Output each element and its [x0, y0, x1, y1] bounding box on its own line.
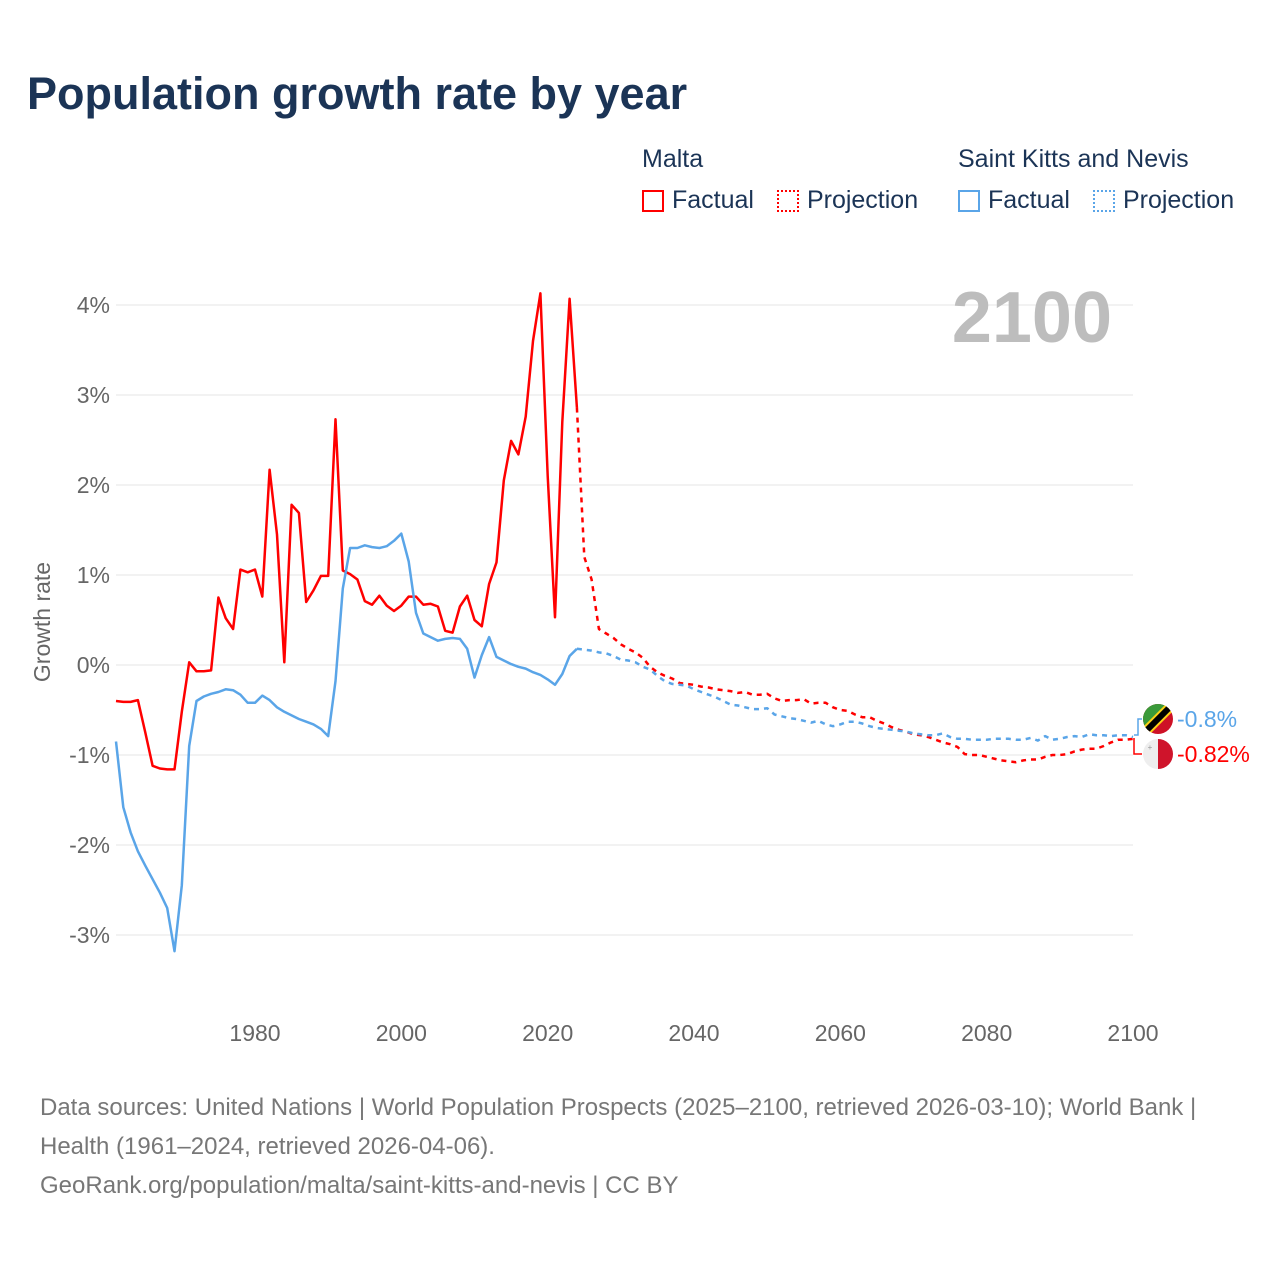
malta-flag-icon: +: [1143, 739, 1173, 769]
chart-title: Population growth rate by year: [27, 68, 688, 119]
solid-swatch-icon: [958, 189, 980, 212]
y-tick-label: 3%: [77, 382, 110, 408]
skn-end-label: -0.8%: [1177, 706, 1237, 732]
legend-skn-projection[interactable]: Projection: [1092, 186, 1235, 215]
legend-skn-factual[interactable]: Factual: [958, 186, 1070, 215]
x-tick-label: 2100: [1107, 1020, 1158, 1046]
x-tick-label: 2000: [376, 1020, 427, 1046]
y-tick-label: 4%: [77, 292, 110, 318]
legend-label: Projection: [806, 186, 919, 214]
x-tick-label: 1980: [229, 1020, 280, 1046]
solid-swatch-icon: [642, 189, 664, 212]
y-tick-label: 2%: [77, 472, 110, 498]
year-watermark: 2100: [952, 278, 1112, 358]
legend-malta: Malta Factual Projection: [642, 145, 934, 219]
malta-end-label: -0.82%: [1177, 741, 1250, 767]
legend-skn: Saint Kitts and Nevis Factual Projection: [958, 145, 1250, 219]
credit-link[interactable]: GeoRank.org/population/malta/saint-kitts…: [40, 1172, 679, 1199]
legend-label: Factual: [672, 186, 754, 214]
svg-text:+: +: [1148, 743, 1153, 752]
legend-label: Factual: [988, 186, 1070, 214]
dotted-swatch-icon: [1092, 189, 1115, 212]
series-line-malta-factual: [115, 292, 579, 771]
series-line-saint-kitts-and-nevis-projection: [576, 647, 1134, 742]
legend-group-name: Saint Kitts and Nevis: [958, 145, 1189, 173]
dotted-swatch-icon: [776, 189, 799, 212]
y-tick-label: -2%: [69, 832, 110, 858]
data-sources: Data sources: United Nations | World Pop…: [40, 1094, 1197, 1160]
footer: Data sources: United Nations | World Pop…: [40, 1088, 1240, 1205]
legend-malta-factual[interactable]: Factual: [642, 186, 754, 215]
legend-group-name: Malta: [642, 145, 704, 173]
y-tick-label: -3%: [69, 922, 110, 948]
y-axis-label: Growth rate: [29, 562, 55, 682]
x-tick-label: 2020: [522, 1020, 573, 1046]
y-tick-label: 1%: [77, 562, 110, 588]
end-markers: + -0.8% -0.82%: [1133, 704, 1250, 769]
x-tick-label: 2080: [961, 1020, 1012, 1046]
legend-label: Projection: [1122, 186, 1235, 214]
x-tick-label: 2040: [668, 1020, 719, 1046]
y-tick-label: -1%: [69, 742, 110, 768]
saint-kitts-flag-icon: [1143, 704, 1173, 734]
y-tick-label: 0%: [77, 652, 110, 678]
series-line-malta-projection: [575, 407, 1134, 764]
legend-malta-projection[interactable]: Projection: [776, 186, 919, 215]
x-tick-label: 2060: [815, 1020, 866, 1046]
series-line-saint-kitts-and-nevis-factual: [114, 532, 578, 953]
